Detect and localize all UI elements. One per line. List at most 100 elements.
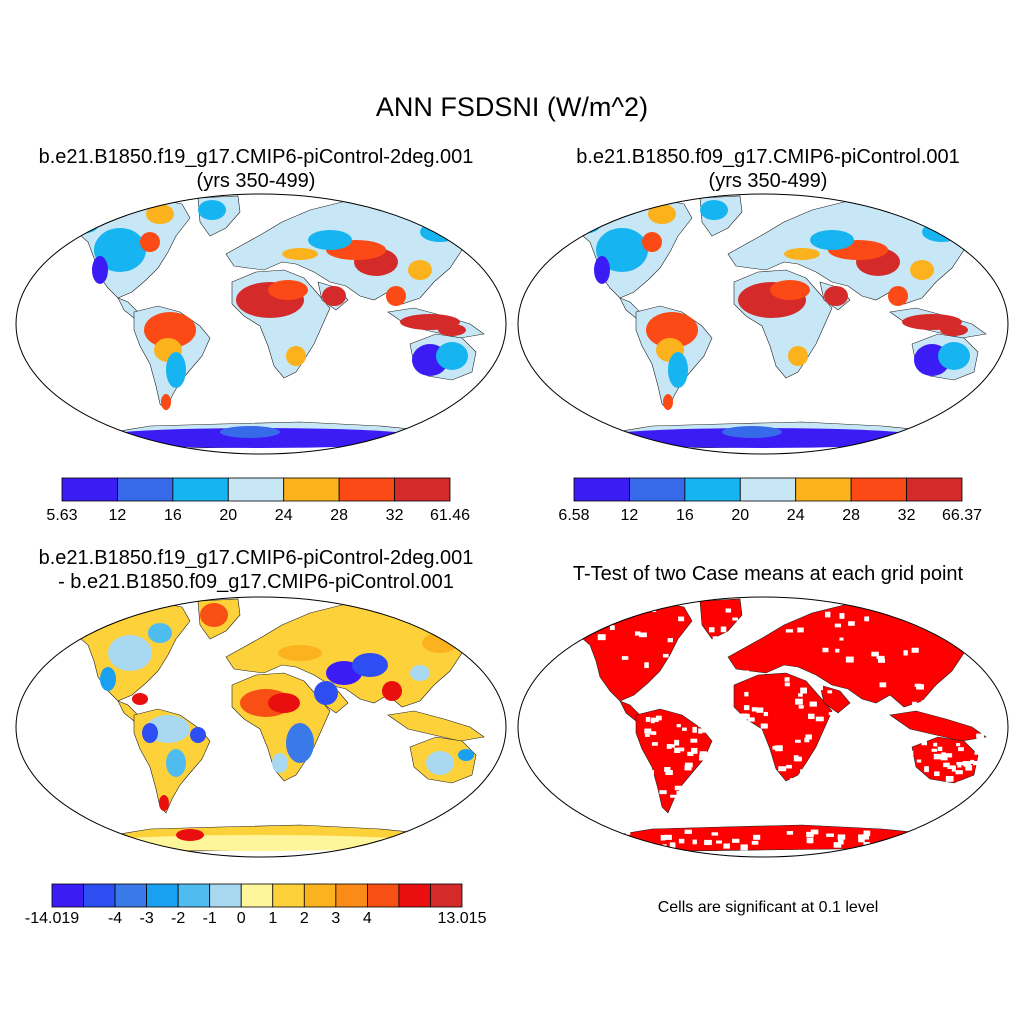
- field-patch: [422, 633, 458, 653]
- colorbar-case1-tick-label: 20: [219, 507, 238, 524]
- nonsignificant-cell: [827, 690, 833, 694]
- map-case1: [15, 193, 507, 455]
- colorbar-diff-swatch: [177, 883, 211, 908]
- nonsignificant-cell: [918, 734, 923, 740]
- nonsignificant-cell: [674, 785, 682, 791]
- nonsignificant-cell: [664, 767, 671, 772]
- nonsignificant-cell: [731, 642, 738, 647]
- nonsignificant-cell: [676, 791, 684, 795]
- colorbar-diff-swatch: [209, 883, 242, 908]
- colorbar-case1-tick-label: 5.63: [46, 507, 78, 524]
- nonsignificant-cell: [595, 699, 603, 705]
- nonsignificant-cell: [645, 716, 651, 722]
- field-patch: [438, 324, 466, 336]
- nonsignificant-cell: [912, 701, 917, 706]
- nonsignificant-cell: [785, 629, 794, 633]
- nonsignificant-cell: [974, 751, 981, 755]
- nonsignificant-cell: [970, 759, 975, 764]
- nonsignificant-cell: [862, 834, 870, 840]
- colorbar-case1-swatch: [338, 477, 395, 502]
- field-patch: [458, 749, 474, 761]
- nonsignificant-cell: [830, 730, 836, 736]
- field-patch: [700, 200, 728, 220]
- field-patch: [910, 260, 934, 280]
- nonsignificant-cell: [906, 770, 912, 776]
- nonsignificant-cell: [916, 759, 922, 763]
- nonsignificant-cell: [798, 693, 803, 697]
- nonsignificant-cell: [648, 770, 655, 775]
- field-patch: [596, 228, 648, 272]
- colorbar-diff-swatch: [240, 883, 274, 908]
- nonsignificant-cell: [911, 647, 919, 653]
- field-patch: [436, 342, 468, 370]
- nonsignificant-cell: [915, 829, 921, 835]
- nonsignificant-cell: [692, 839, 697, 845]
- colorbar-case2-swatch: [739, 477, 797, 502]
- nonsignificant-cell: [704, 839, 712, 846]
- nonsignificant-cell: [674, 747, 681, 753]
- field-patch: [268, 280, 308, 300]
- nonsignificant-cell: [725, 648, 733, 654]
- nonsignificant-cell: [678, 838, 685, 844]
- nonsignificant-cell: [678, 616, 685, 622]
- nonsignificant-cell: [675, 690, 684, 694]
- nonsignificant-cell: [666, 744, 672, 749]
- nonsignificant-cell: [721, 658, 728, 664]
- continent-africa: [733, 672, 833, 782]
- nonsignificant-cell: [889, 707, 895, 711]
- nonsignificant-cell: [705, 690, 710, 697]
- nonsignificant-cell: [763, 711, 769, 717]
- nonsignificant-cell: [775, 745, 783, 752]
- nonsignificant-cell: [692, 794, 701, 799]
- panel-case2-title: b.e21.B1850.f09_g17.CMIP6-piControl.001 …: [512, 145, 1024, 193]
- nonsignificant-cell: [751, 840, 759, 845]
- nonsignificant-cell: [648, 788, 655, 793]
- nonsignificant-cell: [619, 837, 625, 844]
- nonsignificant-cell: [822, 647, 829, 653]
- nonsignificant-cell: [740, 713, 747, 718]
- nonsignificant-cell: [644, 662, 649, 669]
- nonsignificant-cell: [738, 746, 745, 750]
- field-patch: [888, 286, 908, 306]
- nonsignificant-cell: [876, 655, 885, 660]
- field-patch: [410, 665, 430, 681]
- colorbar-case2-swatch: [629, 477, 686, 502]
- nonsignificant-cell: [691, 782, 697, 787]
- field-patch: [646, 312, 698, 348]
- field-patch: [314, 681, 338, 705]
- nonsignificant-cell: [930, 781, 938, 788]
- colorbar-diff-swatch: [146, 883, 179, 908]
- panel-case2-title-line2: (yrs 350-499): [708, 170, 828, 192]
- panel-case1-title-line1: b.e21.B1850.f19_g17.CMIP6-piControl-2deg…: [38, 146, 474, 168]
- nonsignificant-cell: [589, 832, 596, 839]
- map-ttest: [517, 596, 1009, 858]
- field-patch: [770, 280, 810, 300]
- nonsignificant-cell: [639, 632, 647, 638]
- field-patch: [722, 426, 782, 438]
- colorbar-diff-swatch: [114, 883, 148, 908]
- nonsignificant-cell: [934, 829, 942, 834]
- nonsignificant-cell: [879, 682, 887, 688]
- field-patch: [272, 753, 288, 773]
- nonsignificant-cell: [743, 670, 749, 676]
- nonsignificant-cell: [858, 834, 866, 838]
- nonsignificant-cell: [924, 766, 929, 773]
- nonsignificant-cell: [674, 739, 680, 746]
- nonsignificant-cell: [662, 653, 669, 658]
- nonsignificant-cell: [699, 630, 704, 635]
- panel-diff-title-line2: - b.e21.B1850.f09_g17.CMIP6-piControl.00…: [58, 571, 454, 593]
- nonsignificant-cell: [702, 786, 708, 791]
- field-patch: [810, 230, 854, 250]
- map-case1-border: [15, 193, 507, 455]
- colorbar-diff-tick-label: 1: [268, 910, 278, 927]
- nonsignificant-cell: [965, 765, 973, 771]
- nonsignificant-cell: [756, 707, 764, 713]
- panel-case1-title-line2: (yrs 350-499): [196, 170, 316, 192]
- nonsignificant-cell: [725, 608, 732, 613]
- field-patch: [663, 394, 673, 410]
- nonsignificant-cell: [694, 636, 702, 641]
- field-patch: [286, 346, 306, 366]
- nonsignificant-cell: [912, 778, 919, 785]
- colorbar-case1-swatch: [172, 477, 229, 502]
